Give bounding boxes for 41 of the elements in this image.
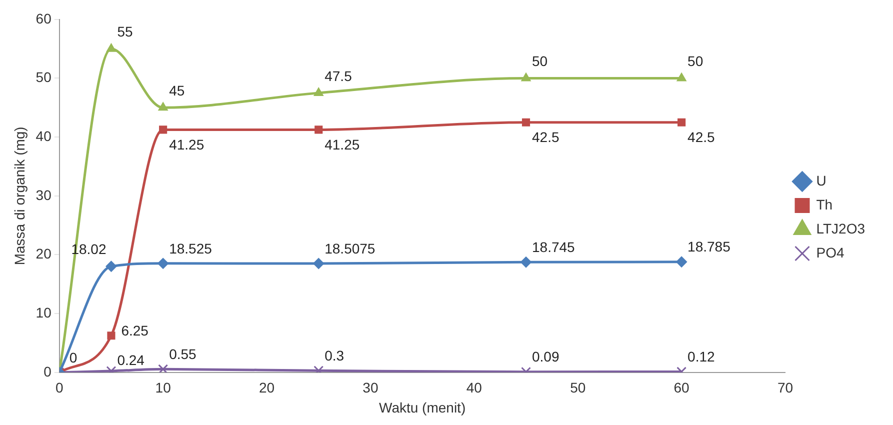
data-label: 18.745	[532, 238, 576, 255]
data-label: 41.25	[169, 136, 204, 153]
legend-label: LTJ2O3	[816, 220, 866, 236]
y-tick-label: 0	[44, 363, 52, 380]
x-tick-label: 70	[777, 380, 794, 396]
data-label: 0.3	[324, 347, 344, 364]
data-label: 55	[117, 24, 134, 40]
y-tick-label: 30	[36, 186, 52, 203]
data-label: 18.785	[688, 238, 731, 255]
y-tick-label: 10	[36, 304, 52, 320]
x-axis-title: Waktu (menit)	[379, 399, 466, 416]
data-label: 18.5075	[324, 240, 376, 256]
data-label: 0	[69, 349, 78, 366]
data-label: 42.5	[532, 129, 560, 146]
x-tick-label: 60	[674, 380, 690, 396]
data-label: 50	[688, 53, 704, 70]
legend-label: PO4	[816, 244, 844, 260]
data-label: 50	[532, 53, 548, 70]
x-tick-label: 50	[570, 380, 586, 396]
x-tick-label: 40	[466, 380, 482, 396]
data-label: 47.5	[324, 68, 352, 84]
y-tick-label: 40	[36, 128, 52, 144]
x-tick-label: 30	[362, 380, 378, 396]
x-tick-label: 20	[258, 380, 275, 396]
y-axis-title: Massa di organik (mg)	[11, 126, 28, 266]
legend-label: Th	[816, 196, 833, 212]
data-label: 41.25	[324, 136, 360, 153]
data-label: 45	[169, 82, 185, 99]
y-tick-label: 50	[36, 69, 52, 86]
x-tick-label: 10	[155, 380, 172, 396]
y-tick-label: 20	[36, 246, 52, 262]
y-tick-label: 60	[36, 10, 52, 26]
data-label: 6.25	[121, 322, 149, 338]
data-label: 42.5	[688, 129, 716, 146]
data-label: 0.09	[532, 348, 560, 365]
data-label: 0.55	[169, 346, 197, 362]
legend-label: U	[816, 172, 826, 188]
data-label: 18.525	[169, 240, 212, 256]
x-tick-label: 0	[55, 380, 64, 396]
data-label: 0.24	[117, 352, 145, 368]
data-label: 0.12	[688, 348, 716, 365]
